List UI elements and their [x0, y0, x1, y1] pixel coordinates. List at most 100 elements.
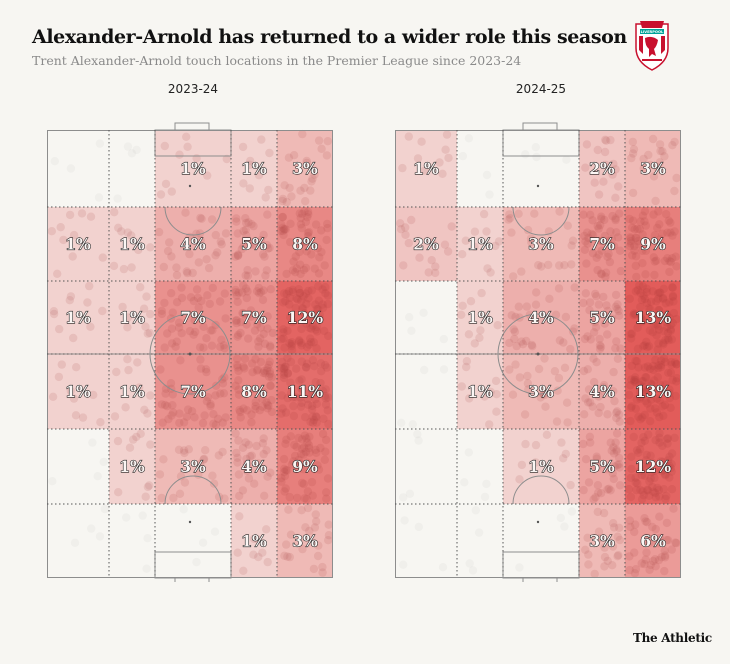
bottom-goal: [522, 577, 558, 582]
percent-label-r2-c3: 7%: [241, 308, 267, 327]
heat-cell-r3-c3: [231, 354, 277, 429]
heat-cell-r3-c3: [579, 354, 625, 429]
heat-cell-r5-c4: [277, 504, 333, 578]
percent-label-r2-c1: 1%: [119, 308, 145, 327]
heat-cell-r1-c4: [277, 207, 333, 281]
bottom-six-yard-box: [502, 551, 580, 579]
percent-label-r2-c2: 4%: [528, 308, 554, 327]
percent-label-r1-c3: 5%: [241, 235, 267, 254]
heat-cell-r3-c0: [47, 354, 109, 429]
heatmap-cells: [395, 130, 681, 578]
liverpool-crest-logo: LIVERPOOL: [635, 21, 669, 71]
heat-cell-r1-c0: [47, 207, 109, 281]
zone-grid: [395, 130, 681, 578]
percent-label-r4-c3: 4%: [241, 457, 267, 476]
top-goal: [522, 122, 558, 131]
heat-cell-r0-c3: [579, 130, 625, 207]
heat-cell-r2-c4: [625, 281, 681, 354]
percent-label-r3-c1: 1%: [467, 382, 493, 401]
pitch-2023-24: 1% 1% 3% 1% 1% 4% 5% 8% 1% 1% 7% 7% 12% 1% 1% 7% 8% 11% 1%…: [47, 122, 333, 582]
top-penalty-arc: [164, 206, 222, 236]
percent-label-r0-c3: 2%: [589, 159, 615, 178]
heat-cell-r2-c3: [231, 281, 277, 354]
heat-cell-r0-c2: [155, 130, 231, 207]
percent-label-r1-c4: 8%: [292, 235, 318, 254]
centre-spot: [536, 352, 540, 356]
percent-label-r4-c2: 3%: [180, 457, 206, 476]
heat-cell-r3-c2: [503, 354, 579, 429]
heat-cell-r4-c3: [231, 429, 277, 504]
bottom-penalty-spot: [536, 520, 540, 524]
top-penalty-spot: [188, 184, 192, 188]
season-label-2023-24: 2023-24: [167, 82, 219, 96]
percent-label-r1-c0: 2%: [413, 235, 439, 254]
percent-label-r4-c4: 9%: [292, 457, 318, 476]
centre-circle: [497, 313, 579, 395]
heat-cell-r3-c1: [457, 354, 503, 429]
percent-label-r5-c4: 3%: [292, 532, 318, 551]
logo-text: LIVERPOOL: [641, 30, 664, 34]
bottom-penalty-arc: [512, 475, 570, 505]
top-penalty-spot: [536, 184, 540, 188]
heat-cell-r3-c1: [109, 354, 155, 429]
bottom-goal: [174, 577, 210, 582]
percent-label-r5-c3: 3%: [589, 532, 615, 551]
heat-cell-r2-c4: [277, 281, 333, 354]
heat-cell-r0-c4: [277, 130, 333, 207]
chart-title: Alexander-Arnold has returned to a wider…: [32, 26, 627, 48]
season-label-2024-25: 2024-25: [515, 82, 567, 96]
percent-label-r2-c3: 5%: [589, 308, 615, 327]
centre-circle: [149, 313, 231, 395]
percent-label-r5-c4: 6%: [640, 532, 666, 551]
heat-cell-r1-c0: [395, 207, 457, 281]
percent-label-r1-c4: 9%: [640, 235, 666, 254]
publisher-credit: The Athletic: [633, 631, 712, 645]
heat-cell-r3-c4: [625, 354, 681, 429]
percent-label-r2-c2: 7%: [180, 308, 206, 327]
heat-cell-r0-c0: [395, 130, 457, 207]
percent-label-r1-c0: 1%: [65, 235, 91, 254]
heat-cell-r1-c1: [109, 207, 155, 281]
percent-label-r1-c2: 4%: [180, 235, 206, 254]
heat-cell-r4-c3: [579, 429, 625, 504]
pitch-2024-25: 1% 2% 3% 2% 1% 3% 7% 9% 1% 4% 5% 13% 1% 3% 4% 13% 1% 5% 12…: [395, 122, 681, 582]
percent-label-r1-c3: 7%: [589, 235, 615, 254]
heat-cell-r2-c1: [109, 281, 155, 354]
heat-cell-r4-c4: [625, 429, 681, 504]
percent-label-r2-c4: 12%: [287, 308, 324, 327]
top-six-yard-box: [502, 129, 580, 157]
percent-label-r2-c4: 13%: [635, 308, 672, 327]
percent-labels: 1% 2% 3% 2% 1% 3% 7% 9% 1% 4% 5% 13% 1% 3% 4% 13% 1% 5% 12…: [413, 158, 672, 551]
percent-label-r4-c4: 12%: [635, 457, 672, 476]
heat-cell-r2-c2: [503, 281, 579, 354]
percent-label-r4-c1: 1%: [119, 457, 145, 476]
percent-label-r0-c2: 1%: [180, 159, 206, 178]
percent-label-r3-c3: 4%: [589, 382, 615, 401]
top-goal: [174, 122, 210, 131]
percent-labels: 1% 1% 3% 1% 1% 4% 5% 8% 1% 1% 7% 7% 12% 1% 1% 7% 8% 11% 1%…: [65, 158, 324, 551]
heat-cell-r3-c4: [277, 354, 333, 429]
percent-label-r1-c1: 1%: [119, 235, 145, 254]
top-penalty-arc: [512, 206, 570, 236]
percent-label-r4-c2: 1%: [528, 457, 554, 476]
touch-dots: [47, 129, 333, 577]
percent-label-r1-c2: 3%: [528, 235, 554, 254]
heat-cell-r3-c2: [155, 354, 231, 429]
percent-label-r3-c2: 3%: [528, 382, 554, 401]
percent-label-r0-c3: 1%: [241, 159, 267, 178]
heat-cell-r2-c1: [457, 281, 503, 354]
heat-cell-r0-c3: [231, 130, 277, 207]
percent-label-r0-c0: 1%: [413, 159, 439, 178]
percent-label-r3-c4: 13%: [635, 382, 672, 401]
percent-label-r3-c2: 7%: [180, 382, 206, 401]
heat-cell-r1-c3: [231, 207, 277, 281]
centre-spot: [188, 352, 192, 356]
percent-label-r0-c4: 3%: [292, 159, 318, 178]
zone-grid: [47, 130, 333, 578]
bottom-six-yard-box: [154, 551, 232, 579]
percent-label-r2-c0: 1%: [65, 308, 91, 327]
percent-label-r2-c1: 1%: [467, 308, 493, 327]
heat-cell-r5-c3: [231, 504, 277, 578]
heat-cell-r4-c4: [277, 429, 333, 504]
heat-cell-r2-c2: [155, 281, 231, 354]
